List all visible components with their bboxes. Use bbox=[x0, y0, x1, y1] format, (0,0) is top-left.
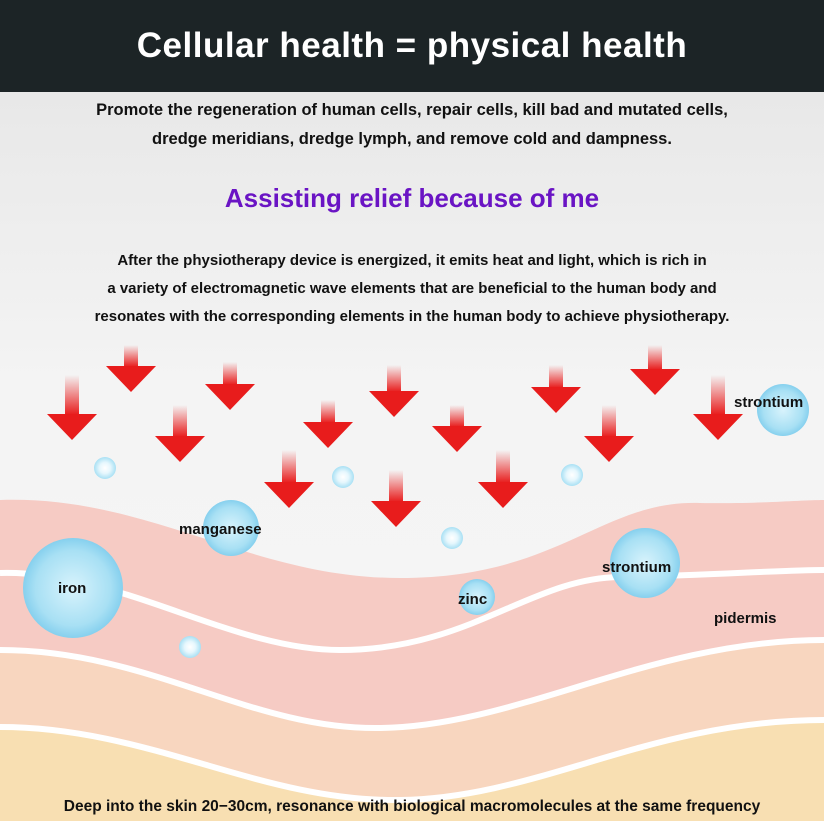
skin-line bbox=[0, 567, 824, 654]
label-pidermis: pidermis bbox=[714, 610, 777, 627]
arrow-down-icon bbox=[369, 365, 419, 417]
description-line: resonates with the corresponding element… bbox=[94, 308, 730, 325]
arrow-down-icon bbox=[630, 345, 680, 395]
element-bubble bbox=[94, 457, 116, 479]
element-bubble bbox=[203, 500, 259, 556]
footer-text: Deep into the skin 20−30cm, resonance wi… bbox=[63, 798, 761, 815]
element-bubble bbox=[459, 579, 495, 615]
arrow-down-icon bbox=[432, 405, 482, 452]
label-strontium-top: strontium bbox=[734, 394, 804, 411]
element-bubble bbox=[23, 538, 123, 638]
skin-line bbox=[0, 717, 824, 804]
description-line: a variety of electromagnetic wave elemen… bbox=[107, 280, 717, 297]
arrow-down-icon bbox=[264, 450, 314, 508]
intro-text: Promote the regeneration of human cells,… bbox=[0, 96, 824, 154]
element-bubble bbox=[561, 464, 583, 486]
element-bubble bbox=[610, 528, 680, 598]
label-iron: iron bbox=[58, 580, 87, 597]
header-banner: Cellular health = physical health bbox=[0, 0, 824, 92]
label-zinc: zinc bbox=[458, 591, 488, 608]
skin-line bbox=[0, 637, 824, 732]
arrow-down-icon bbox=[106, 345, 156, 392]
intro-line: dredge meridians, dredge lymph, and remo… bbox=[152, 130, 672, 148]
element-bubble bbox=[757, 384, 809, 436]
arrow-down-icon bbox=[205, 362, 255, 410]
description-line: After the physiotherapy device is energi… bbox=[117, 252, 707, 269]
arrow-down-icon bbox=[693, 375, 743, 440]
element-bubble bbox=[441, 527, 463, 549]
skin-layer-yellow bbox=[0, 720, 824, 821]
arrow-down-icon bbox=[47, 375, 97, 440]
arrow-down-icon bbox=[155, 405, 205, 462]
arrow-down-icon bbox=[478, 450, 528, 508]
label-manganese: manganese bbox=[179, 521, 262, 538]
arrow-down-icon bbox=[531, 365, 581, 413]
label-strontium: strontium bbox=[602, 559, 672, 576]
page-title: Cellular health = physical health bbox=[136, 26, 688, 65]
element-bubble bbox=[179, 636, 201, 658]
arrow-down-icon bbox=[371, 470, 421, 527]
description-text: After the physiotherapy device is energi… bbox=[0, 247, 824, 331]
arrow-down-icon bbox=[303, 400, 353, 448]
intro-line: Promote the regeneration of human cells,… bbox=[96, 101, 728, 119]
subtitle: Assisting relief because of me bbox=[224, 183, 600, 213]
arrow-down-icon bbox=[584, 405, 634, 462]
element-bubble bbox=[332, 466, 354, 488]
